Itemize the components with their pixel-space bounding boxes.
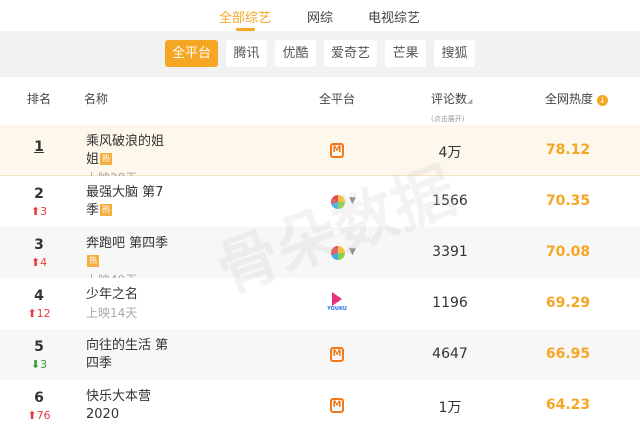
hot-badge: 热	[100, 204, 113, 216]
heat-score: 70.35	[545, 193, 591, 209]
heat-score: 70.08	[545, 244, 591, 260]
rank-change: ⬇3	[24, 358, 54, 371]
platform-tencent-button[interactable]: 腾讯	[226, 40, 267, 67]
rank-change-value: 3	[40, 358, 48, 371]
heat-score: 64.23	[545, 397, 591, 413]
platform-sohu-button[interactable]: 搜狐	[434, 40, 475, 67]
table-row[interactable]: 3 ⬆4 奔跑吧 第四季热上映49天 ▼ 3391 70.08	[0, 227, 640, 287]
header-rank: 排名	[27, 92, 52, 106]
rank-change-value: 3	[40, 205, 48, 218]
header-comments-label: 评论数	[431, 92, 468, 106]
heat-score: 66.95	[545, 346, 591, 362]
comment-count: 1196	[432, 295, 468, 311]
show-name[interactable]: 快乐大本营2020	[86, 388, 176, 424]
show-name[interactable]: 最强大脑 第7季热	[86, 184, 176, 220]
platform-iqiyi-button[interactable]: 爱奇艺	[324, 40, 377, 67]
show-title: 乘风破浪的姐姐	[86, 134, 165, 167]
platform-mango-button[interactable]: 芒果	[385, 40, 426, 67]
table-row[interactable]: 5 ⬇3 向往的生活 第四季 M 4647 66.95	[0, 329, 640, 380]
rank-change: ⬆76	[24, 409, 54, 422]
arrow-up-icon: ⬆	[27, 409, 37, 422]
heat-score: 78.12	[545, 142, 591, 158]
rank-number: 6	[34, 390, 44, 406]
show-title: 少年之名	[86, 287, 139, 302]
header-name: 名称	[84, 92, 109, 106]
mango-tv-icon: M	[330, 398, 344, 413]
expand-caret-icon[interactable]: ▼	[349, 196, 356, 206]
header-heat-label: 全网热度	[545, 92, 594, 106]
platform-filter-bar: 全平台 腾讯 优酷 爱奇艺 芒果 搜狐	[0, 31, 640, 77]
comment-count: 1万	[438, 400, 462, 416]
rank-number: 5	[34, 339, 44, 355]
days-airing: 上映14天	[86, 306, 138, 320]
mango-tv-icon: M	[330, 143, 344, 158]
rank-change: ⬆4	[24, 256, 54, 269]
sort-triangle-icon: ◢	[467, 97, 473, 105]
show-title: 最强大脑 第7季	[86, 185, 164, 218]
show-name[interactable]: 少年之名上映14天	[86, 286, 176, 322]
show-title: 奔跑吧 第四季	[86, 236, 169, 251]
rank-number: 2	[34, 186, 44, 202]
comment-count: 3391	[432, 244, 468, 260]
rank-change: ⬆3	[24, 205, 54, 218]
rank-number: 4	[34, 288, 44, 304]
show-name[interactable]: 向往的生活 第四季	[86, 337, 176, 373]
show-title: 向往的生活 第四季	[86, 338, 169, 371]
youku-icon: YOUKU	[326, 290, 348, 316]
arrow-up-icon: ⬆	[30, 256, 41, 269]
table-row[interactable]: 4 ⬆12 少年之名上映14天 YOUKU 1196 69.29	[0, 278, 640, 329]
arrow-up-icon: ⬆	[27, 307, 37, 320]
mango-tv-icon: M	[330, 347, 344, 362]
platform-all-button[interactable]: 全平台	[165, 40, 218, 67]
header-comments[interactable]: 评论数◢	[431, 90, 472, 107]
multi-platform-icon	[331, 195, 345, 209]
tab-tv-variety[interactable]: 电视综艺	[368, 11, 421, 26]
arrow-down-icon: ⬇	[30, 358, 41, 371]
hot-badge: 热	[100, 153, 113, 165]
comment-count: 1566	[432, 193, 468, 209]
rank-change: ⬆12	[24, 307, 54, 320]
rank-number: 3	[34, 237, 44, 253]
tab-web-variety[interactable]: 网综	[307, 11, 334, 26]
comment-count: 4647	[432, 346, 468, 362]
show-title: 快乐大本营2020	[86, 389, 152, 422]
tab-all-variety[interactable]: 全部综艺	[219, 11, 272, 26]
multi-platform-icon	[331, 246, 345, 260]
platform-youku-button[interactable]: 优酷	[275, 40, 316, 67]
active-tab-underline	[236, 28, 255, 31]
header-heat[interactable]: 全网热度 ↓	[545, 90, 608, 107]
category-tabs: 全部综艺 网综 电视综艺	[0, 0, 640, 31]
comments-expand-hint[interactable]: (点击展开)	[431, 115, 465, 123]
sort-down-icon: ↓	[596, 95, 608, 106]
comment-count: 4万	[438, 145, 462, 161]
arrow-up-icon: ⬆	[30, 205, 41, 218]
rank-change-value: 4	[40, 256, 48, 269]
expand-caret-icon[interactable]: ▼	[349, 247, 356, 257]
table-row[interactable]: 1 乘风破浪的姐姐热上映28天 M 4万 78.12	[0, 125, 640, 185]
table-row[interactable]: 2 ⬆3 最强大脑 第7季热 ▼ 1566 70.35	[0, 176, 640, 227]
rank-change-value: 12	[36, 307, 51, 320]
rank-change-value: 76	[36, 409, 51, 422]
heat-score: 69.29	[545, 295, 591, 311]
header-platform: 全平台	[319, 92, 356, 106]
hot-badge: 热	[87, 255, 99, 267]
table-row[interactable]: 6 ⬆76 快乐大本营2020 M 1万 64.23	[0, 380, 640, 431]
rank-number: 1	[34, 139, 44, 155]
